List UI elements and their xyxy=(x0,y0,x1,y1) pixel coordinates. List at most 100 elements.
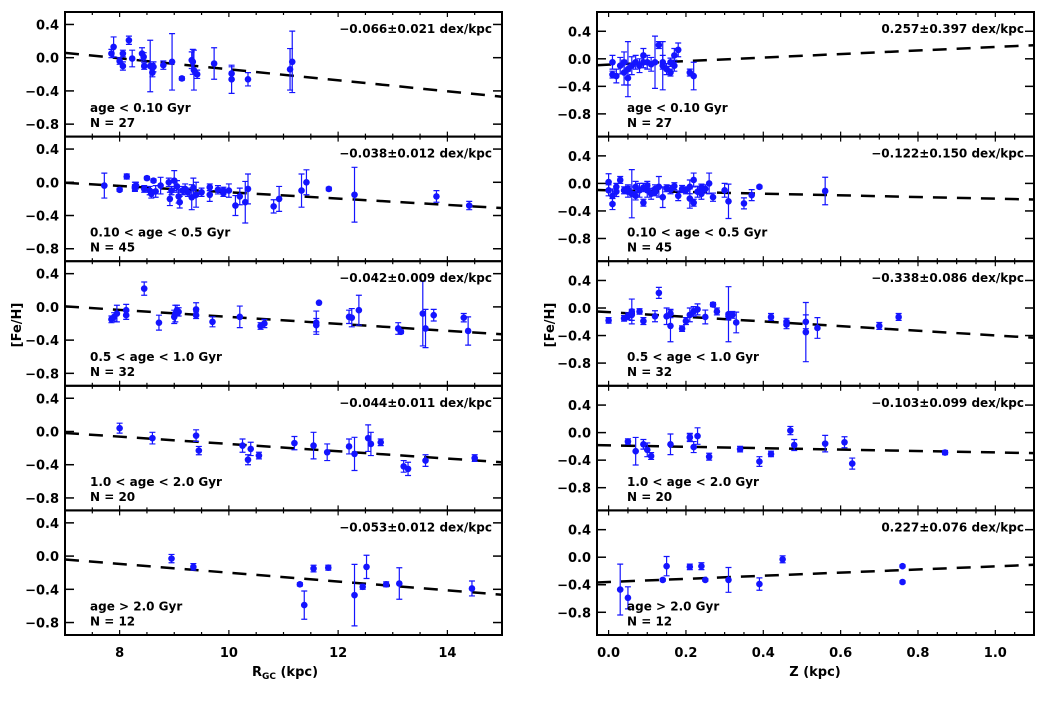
marker xyxy=(157,182,164,189)
y-tick-label: 0.4 xyxy=(36,392,59,407)
marker xyxy=(609,200,616,208)
gradient-label: −0.044±0.011 dex/kpc xyxy=(339,396,492,410)
data-point xyxy=(787,425,794,436)
marker xyxy=(310,565,317,572)
data-point xyxy=(667,308,674,319)
marker xyxy=(150,63,157,71)
marker xyxy=(123,173,131,180)
data-point xyxy=(876,321,883,330)
marker xyxy=(671,62,678,69)
marker xyxy=(725,312,732,320)
data-point xyxy=(422,454,429,467)
data-point xyxy=(214,185,222,195)
marker xyxy=(767,313,775,321)
marker xyxy=(690,443,697,451)
data-point xyxy=(616,175,624,185)
marker xyxy=(814,324,821,332)
data-point xyxy=(628,308,636,322)
marker xyxy=(150,177,157,184)
marker xyxy=(359,583,367,591)
data-point xyxy=(116,422,123,434)
fit-line xyxy=(597,563,1034,584)
marker xyxy=(255,452,263,459)
marker xyxy=(767,450,775,458)
marker xyxy=(363,563,370,571)
data-point xyxy=(192,429,200,443)
panel-z-5: 0.4 0.0 −0.4 −0.8 0.227±0.076 dex/kpc age > 2… xyxy=(557,509,1035,636)
x-tick-label: 0.0 xyxy=(597,646,620,661)
marker xyxy=(616,586,624,593)
marker xyxy=(690,176,697,184)
marker xyxy=(178,75,186,82)
gradient-label: 0.257±0.397 dex/kpc xyxy=(881,22,1024,36)
marker xyxy=(214,186,222,194)
data-point xyxy=(244,173,252,205)
data-point xyxy=(275,185,283,212)
marker xyxy=(404,465,412,473)
gradient-label: −0.338±0.086 dex/kpc xyxy=(871,271,1024,285)
data-point xyxy=(175,307,182,317)
data-point xyxy=(236,305,244,329)
data-point xyxy=(209,316,216,328)
marker xyxy=(140,185,148,193)
n-label: N = 32 xyxy=(90,365,135,379)
y-tick-label: 0.4 xyxy=(36,517,59,532)
data-point xyxy=(239,438,246,453)
data-point xyxy=(802,301,810,363)
data-point xyxy=(471,454,478,462)
marker xyxy=(198,188,205,196)
y-tick-label: 0.4 xyxy=(568,25,591,40)
marker xyxy=(698,190,705,198)
x-axis-title-right-unit: (kpc) xyxy=(799,665,841,680)
n-label: N = 12 xyxy=(90,614,135,628)
data-point xyxy=(756,456,763,467)
marker xyxy=(783,321,790,328)
marker xyxy=(101,182,108,189)
data-point xyxy=(150,177,157,184)
x-axis-title-left-sub: GC xyxy=(262,672,276,682)
y-tick-label: 0.0 xyxy=(36,176,59,191)
marker xyxy=(756,580,763,588)
data-point xyxy=(168,553,175,564)
data-point xyxy=(176,195,184,209)
marker xyxy=(690,72,697,80)
data-point xyxy=(119,61,127,71)
marker xyxy=(725,576,732,584)
data-point xyxy=(767,312,775,322)
y-tick-label: −0.4 xyxy=(25,459,59,474)
gradient-label: −0.103±0.099 dex/kpc xyxy=(871,396,1024,410)
age-label: 0.10 < age < 0.5 Gyr xyxy=(627,226,767,240)
data-point xyxy=(821,176,829,206)
marker xyxy=(678,325,686,332)
data-point xyxy=(632,436,639,466)
data-point xyxy=(396,567,403,600)
data-point xyxy=(624,41,632,98)
data-point xyxy=(659,576,667,584)
marker xyxy=(756,183,763,191)
marker xyxy=(748,191,755,199)
marker xyxy=(698,184,705,191)
marker xyxy=(315,299,323,307)
data-point xyxy=(690,198,697,207)
data-point xyxy=(848,457,856,470)
marker xyxy=(663,562,670,570)
data-point xyxy=(663,555,670,577)
data-point xyxy=(690,172,697,188)
data-point xyxy=(698,183,705,192)
data-point xyxy=(740,197,748,210)
data-point xyxy=(310,431,317,460)
data-point xyxy=(709,192,717,202)
data-point xyxy=(157,176,164,195)
marker xyxy=(122,306,130,314)
marker xyxy=(701,313,709,321)
data-point xyxy=(193,69,201,80)
data-point xyxy=(113,304,121,323)
marker xyxy=(659,58,667,66)
y-tick-label: 0.4 xyxy=(36,268,59,283)
data-point xyxy=(110,36,117,58)
marker xyxy=(736,445,744,453)
data-point xyxy=(460,312,468,323)
data-point xyxy=(640,317,647,326)
data-point xyxy=(725,566,732,593)
marker xyxy=(705,180,713,187)
